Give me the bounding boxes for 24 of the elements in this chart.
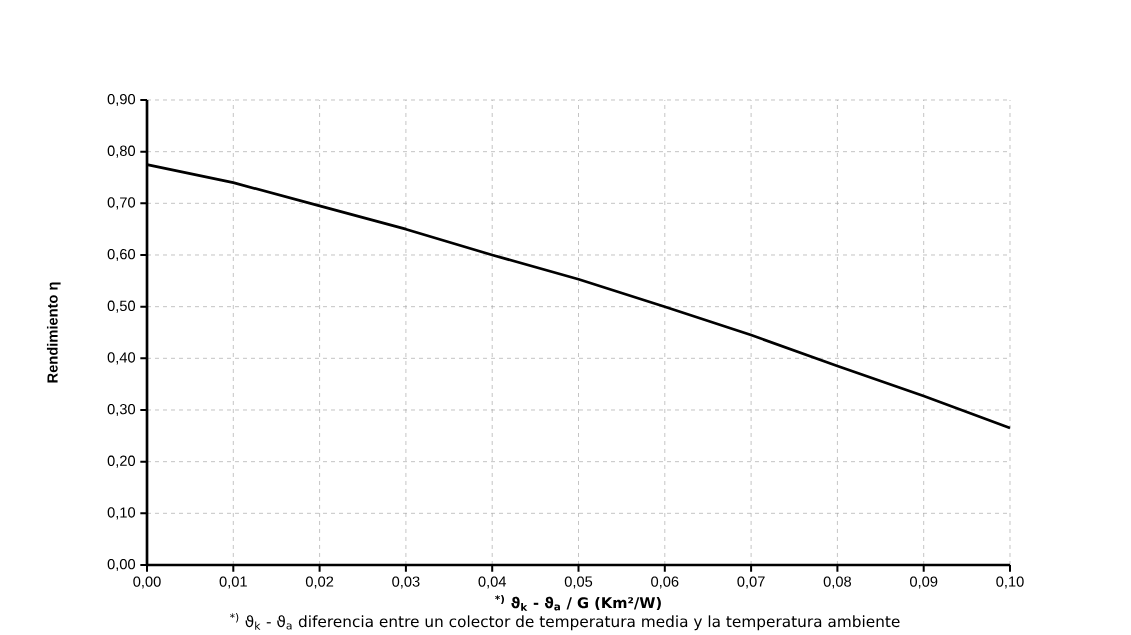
x-tick-label: 0,09: [909, 576, 938, 589]
y-tick-label: 0,30: [107, 403, 136, 417]
y-tick-label: 0,20: [107, 455, 136, 468]
x-tick-label: 0,07: [737, 576, 765, 589]
x-tick-label: 0,05: [564, 576, 593, 589]
y-tick-label: 0,50: [107, 300, 136, 313]
text: $^{*)}$ ϑ$_{k}$ - ϑ$_{a}$ diferencia entre un colector de temperatura media y la temperatura ambiente: [229, 613, 900, 631]
y-tick-label: 0,80: [107, 145, 136, 158]
y-tick-label: 0,60: [107, 248, 136, 262]
x-axis-title: $^{*)}$ ϑ$_{k}$ - ϑ$_{a}$ / G (Km²/W): [495, 594, 661, 611]
x-tick-label: 0,06: [651, 576, 679, 589]
y-tick-label: 0,40: [107, 352, 136, 365]
x-tick-label: 0,03: [392, 576, 420, 589]
y-tick-label: 0,10: [107, 507, 136, 520]
x-tick-label: 0,01: [219, 576, 247, 589]
y-axis-title: Rendimiento η: [46, 282, 61, 383]
x-tick-label: 0,10: [996, 576, 1024, 589]
y-tick-label: 0,70: [107, 197, 136, 210]
y-tick-label: 0,90: [107, 93, 136, 107]
x-tick-label: 0,08: [823, 576, 852, 589]
y-tick-label: 0,00: [107, 558, 136, 572]
x-tick-label: 0,04: [478, 576, 507, 589]
x-tick-label: 0,00: [133, 576, 161, 589]
x-tick-label: 0,02: [305, 576, 334, 589]
